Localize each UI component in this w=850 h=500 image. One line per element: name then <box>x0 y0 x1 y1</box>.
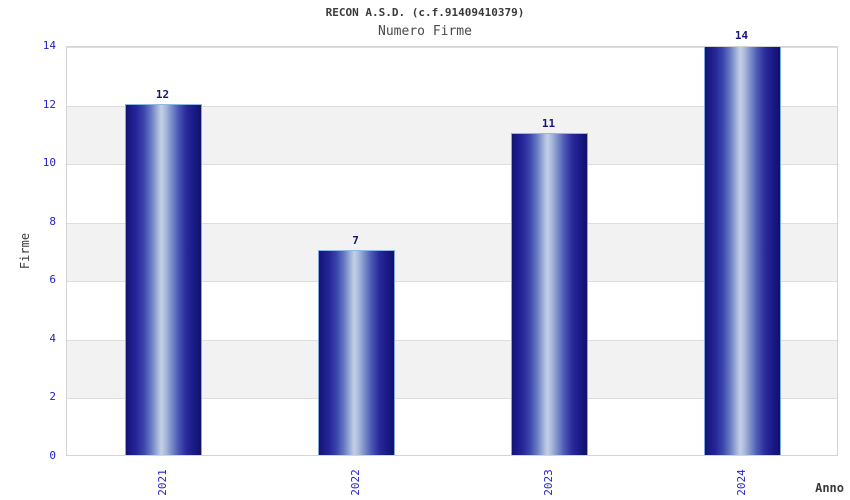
bar-value-label: 14 <box>734 29 749 42</box>
gridline <box>67 340 837 341</box>
y-tick-label: 6 <box>49 273 56 287</box>
bar-2023[interactable] <box>511 133 588 455</box>
y-tick-label: 4 <box>49 331 56 345</box>
chart-title: RECON A.S.D. (c.f.91409410379) <box>325 6 525 19</box>
chart-subtitle: Numero Firme <box>378 24 472 39</box>
gridline <box>67 281 837 282</box>
gridline <box>67 47 837 48</box>
x-tick-2024: 2024 <box>729 462 755 498</box>
bar-2022[interactable] <box>318 250 395 455</box>
x-axis-title: Anno <box>815 481 844 495</box>
y-tick-label: 14 <box>42 39 56 52</box>
gridline <box>67 106 837 107</box>
y-tick-label: 10 <box>42 156 56 170</box>
bar-value-label: 11 <box>541 116 556 130</box>
y-axis-title-text: Firme <box>18 232 32 270</box>
bar-2021[interactable] <box>125 104 202 455</box>
y-tick-label: 8 <box>49 214 56 228</box>
x-tick-2022: 2022 <box>343 462 369 498</box>
gridline <box>67 223 837 224</box>
y-tick-label: 2 <box>49 390 56 404</box>
y-axis-title: Firme <box>14 46 36 456</box>
bar-value-label: 7 <box>352 234 359 247</box>
y-tick-label: 0 <box>49 449 56 462</box>
x-tick-2021: 2021 <box>150 462 176 498</box>
x-tick-label: 2021 <box>156 469 169 496</box>
gridline <box>67 164 837 165</box>
bar-2024[interactable] <box>704 47 781 455</box>
x-tick-label: 2024 <box>735 469 748 496</box>
bar-value-label: 12 <box>155 87 170 101</box>
plot-area <box>66 46 838 456</box>
y-tick-label: 12 <box>42 97 56 111</box>
x-tick-label: 2023 <box>542 469 555 496</box>
gridline <box>67 398 837 399</box>
x-tick-2023: 2023 <box>536 462 562 498</box>
x-tick-label: 2022 <box>349 469 362 496</box>
